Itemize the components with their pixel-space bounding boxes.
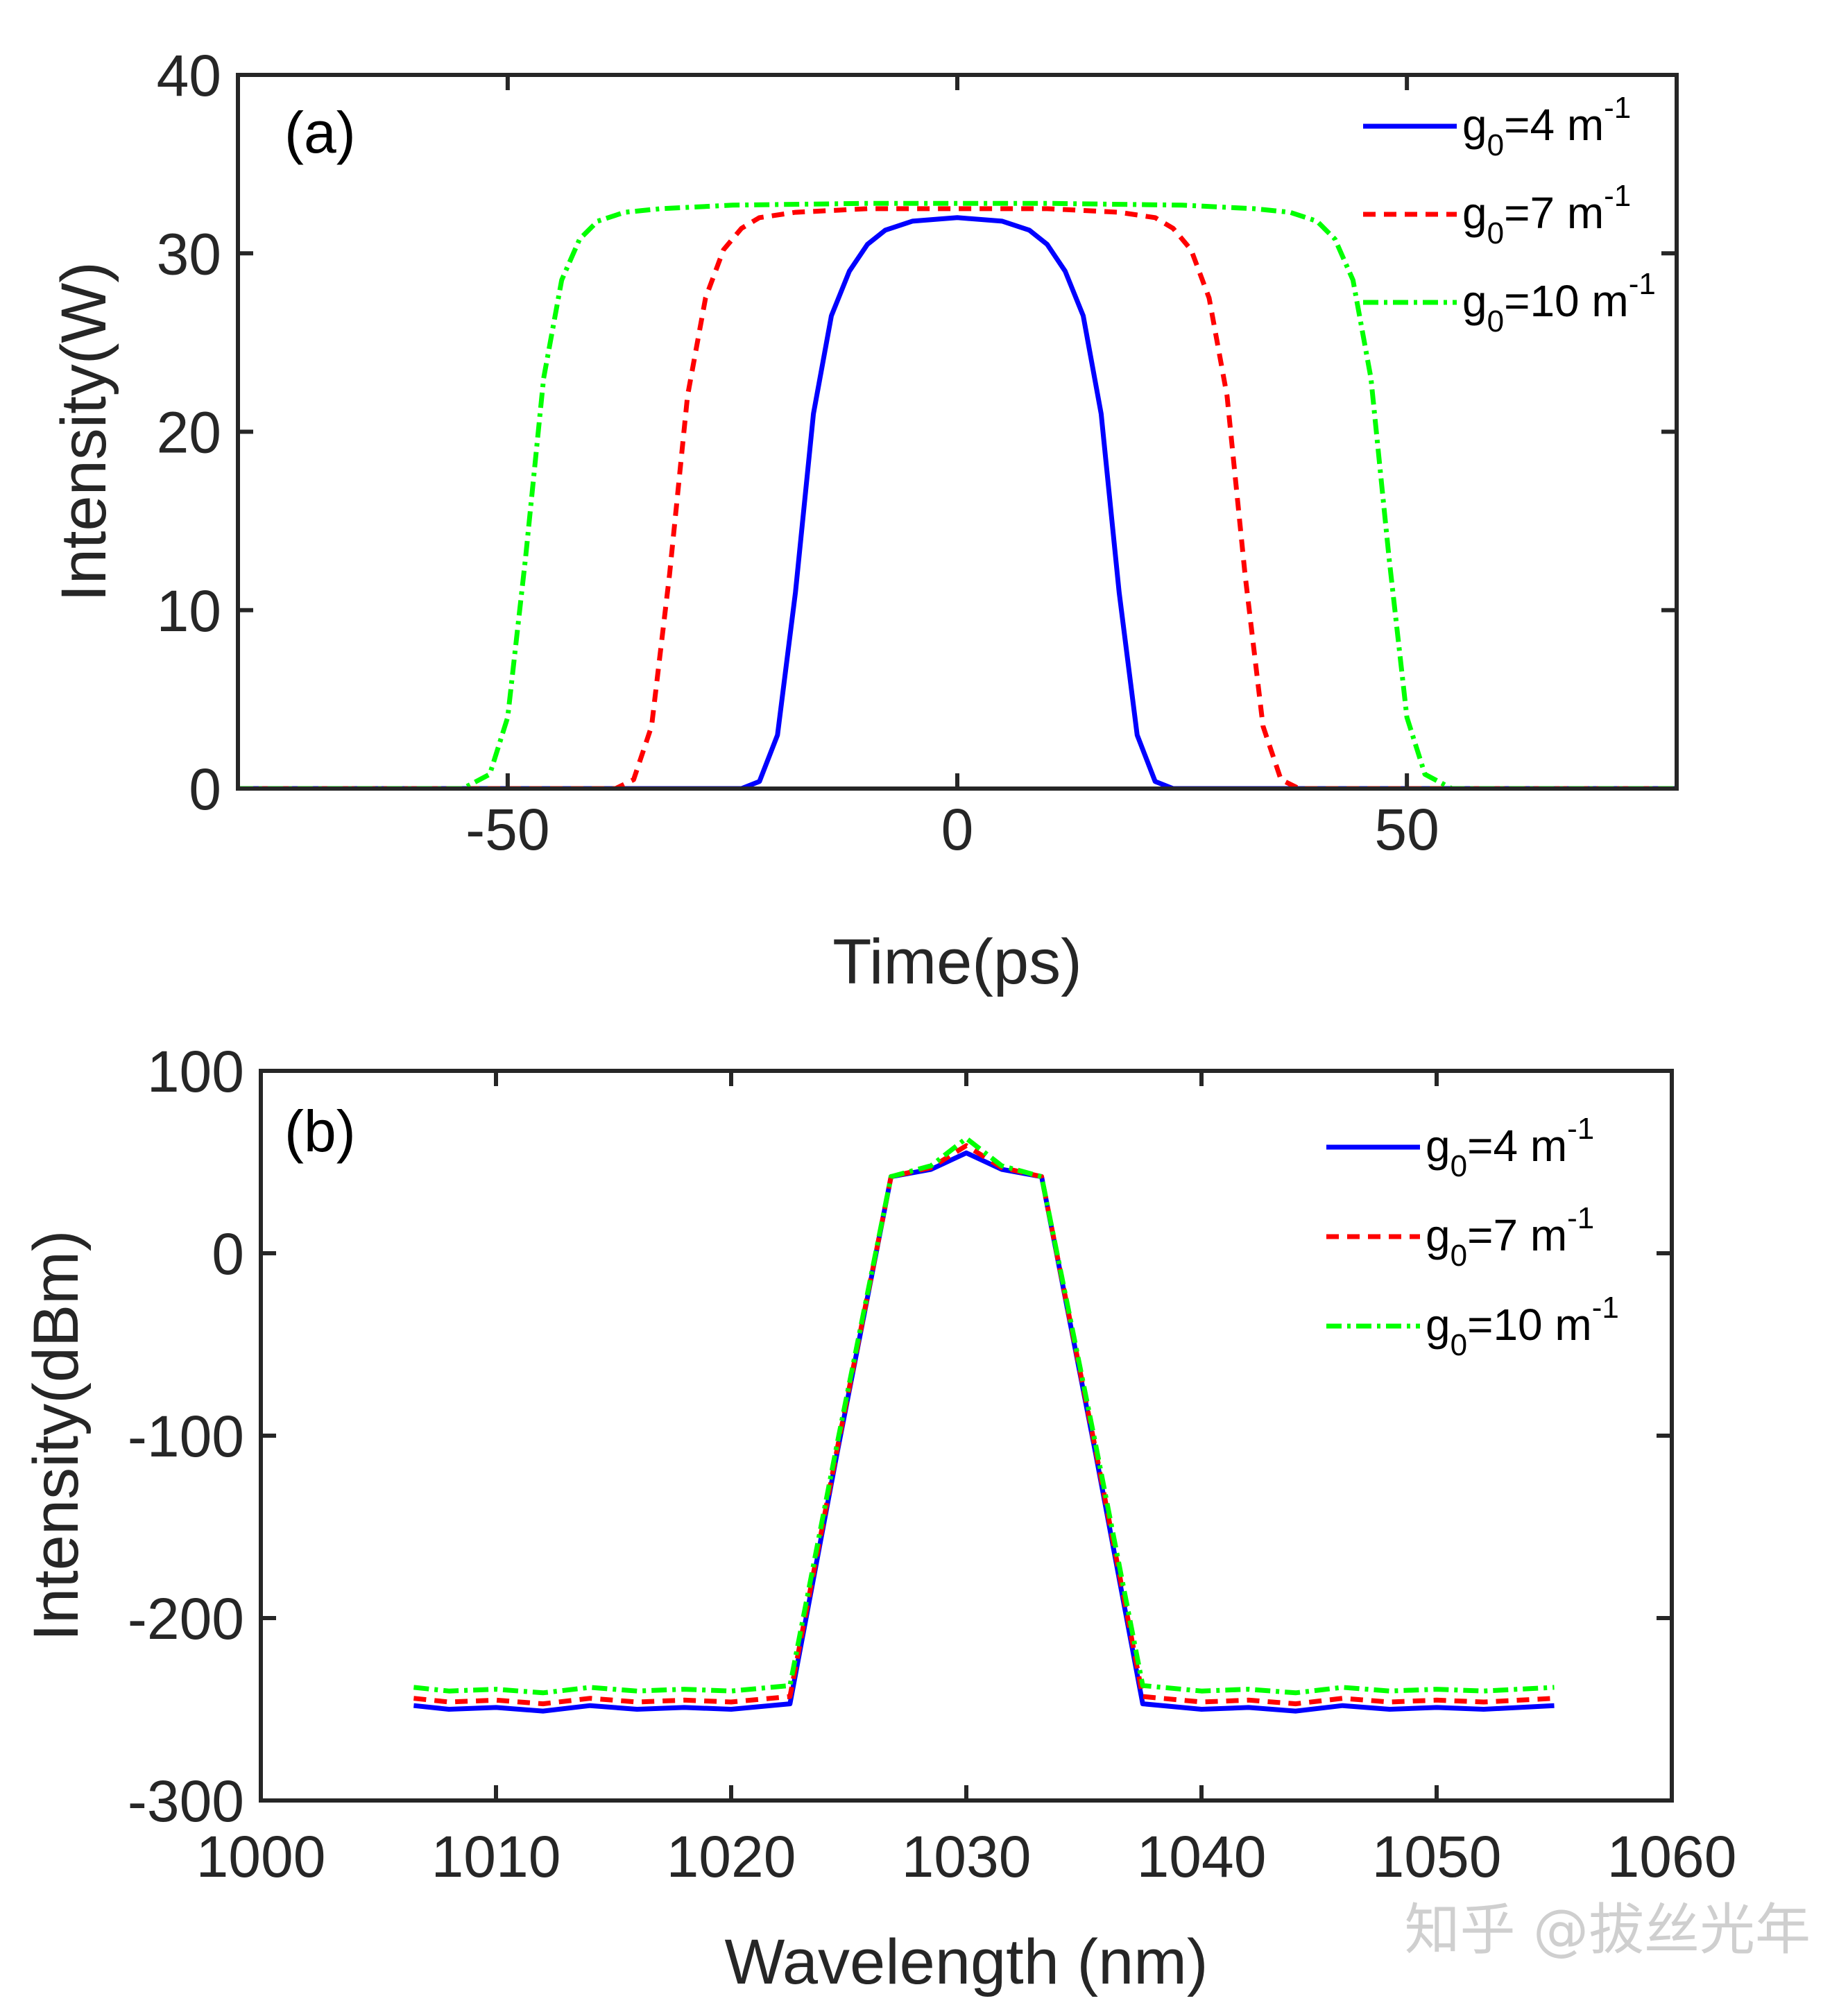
y-tick-label: -100: [128, 1404, 244, 1469]
y-tick-label: 20: [157, 400, 221, 465]
watermark-text: 知乎 @拔丝光年: [1405, 1898, 1811, 1962]
y-tick-label: 100: [147, 1039, 244, 1104]
legend: g0=4 m-1 g0=7 m-1 g0=10 m-1: [1326, 1112, 1619, 1362]
panel-a: -50 0 50 0 10 20 30 40 Time(ps) Intensity(W) (a) g0…: [49, 43, 1679, 997]
legend-entry-2: g0=7 m-1: [1462, 179, 1631, 250]
y-tick-label: 40: [157, 43, 221, 108]
legend-entry-1: g0=4 m-1: [1426, 1112, 1594, 1183]
y-tick-label: 10: [157, 578, 221, 644]
x-tick-label: 1010: [431, 1824, 561, 1889]
panel-label: (b): [284, 1099, 356, 1164]
series-group: [413, 1135, 1555, 1714]
y-tick-label: -200: [128, 1586, 244, 1651]
x-tick-label: 50: [1374, 797, 1439, 862]
y-tick-label: 0: [212, 1221, 244, 1287]
legend-entry-3: g0=10 m-1: [1462, 267, 1656, 338]
series-line-1: [238, 215, 1677, 789]
series-line-2: [413, 1143, 1555, 1707]
x-tick-label: 1000: [196, 1824, 326, 1889]
x-tick-label: 1020: [667, 1824, 796, 1889]
panel-b: 1000 1010 1020 1030 1040 1050 1060-300-200-100…: [21, 1039, 1736, 1997]
x-tick-label: 1040: [1137, 1824, 1267, 1889]
x-axis-label: Wavelength (nm): [724, 1927, 1208, 1997]
panel-label: (a): [284, 100, 356, 165]
legend-entry-3: g0=10 m-1: [1426, 1291, 1619, 1362]
legend: g0=4 m-1 g0=7 m-1 g0=10 m-1: [1363, 91, 1656, 338]
y-axis-label: Intensity(dBm): [21, 1230, 92, 1641]
x-tick-label: 1050: [1372, 1824, 1502, 1889]
legend-entry-2: g0=7 m-1: [1426, 1201, 1594, 1273]
series-group: [238, 200, 1677, 789]
series-line-1: [413, 1150, 1555, 1714]
y-tick-label: 0: [189, 757, 221, 822]
x-tick-label: 1030: [902, 1824, 1032, 1889]
series-line-2: [238, 206, 1677, 789]
y-tick-label: -300: [128, 1769, 244, 1834]
series-line-3: [238, 200, 1677, 789]
axes-box: [236, 73, 1679, 791]
x-tick-label: 1060: [1607, 1824, 1737, 1889]
x-axis-label: Time(ps): [832, 927, 1081, 997]
series-line-3: [413, 1135, 1555, 1696]
y-axis-label: Intensity(W): [49, 261, 119, 602]
legend-entry-1: g0=4 m-1: [1462, 91, 1631, 162]
x-tick-label: 0: [941, 797, 974, 862]
y-tick-label: 30: [157, 221, 221, 286]
x-tick-label: -50: [465, 797, 549, 862]
